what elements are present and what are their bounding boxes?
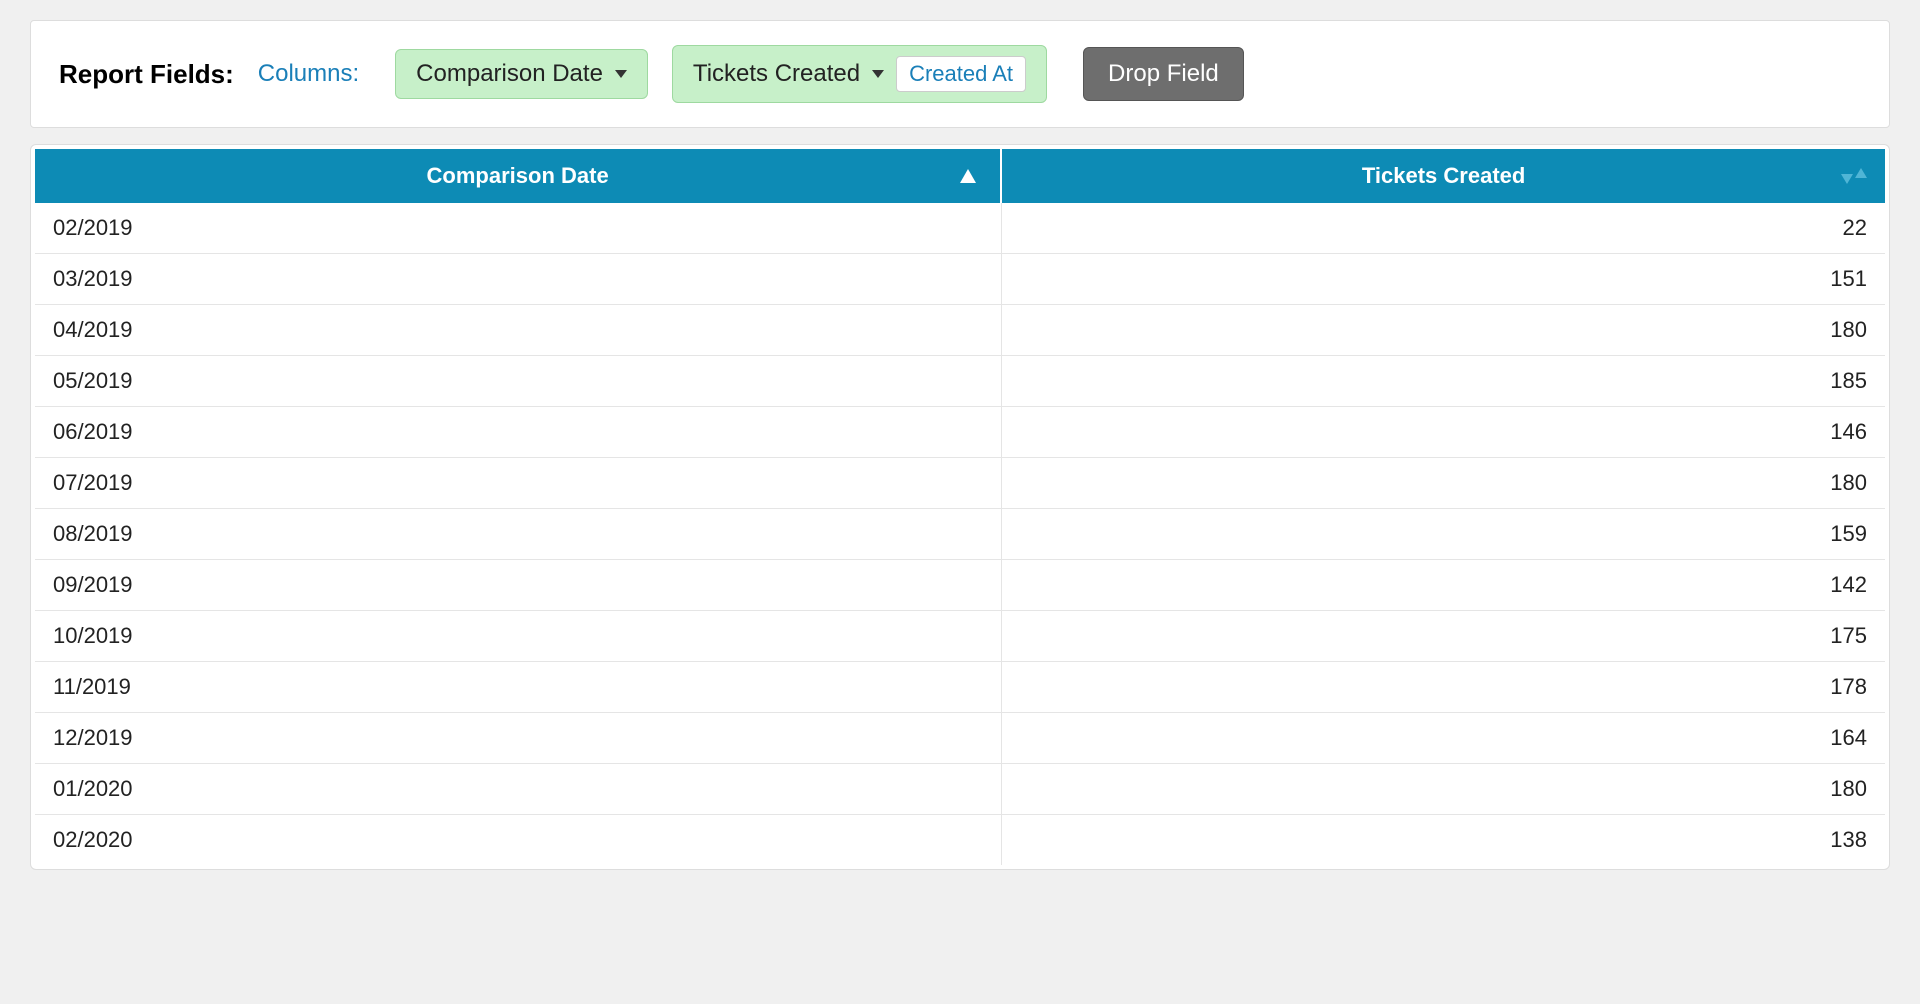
table-row: 10/2019175 — [35, 611, 1885, 662]
field-chip-tickets-created[interactable]: Tickets Created Created At — [672, 45, 1047, 103]
cell-tickets-created: 146 — [1001, 407, 1885, 458]
chevron-down-icon — [615, 70, 627, 78]
cell-comparison-date: 07/2019 — [35, 458, 1001, 509]
cell-tickets-created: 138 — [1001, 815, 1885, 866]
cell-comparison-date: 02/2019 — [35, 203, 1001, 254]
cell-comparison-date: 08/2019 — [35, 509, 1001, 560]
cell-comparison-date: 03/2019 — [35, 254, 1001, 305]
table-row: 02/201922 — [35, 203, 1885, 254]
table-row: 06/2019146 — [35, 407, 1885, 458]
cell-tickets-created: 142 — [1001, 560, 1885, 611]
cell-tickets-created: 175 — [1001, 611, 1885, 662]
table-row: 01/2020180 — [35, 764, 1885, 815]
cell-comparison-date: 06/2019 — [35, 407, 1001, 458]
cell-comparison-date: 01/2020 — [35, 764, 1001, 815]
cell-tickets-created: 180 — [1001, 305, 1885, 356]
cell-tickets-created: 178 — [1001, 662, 1885, 713]
cell-comparison-date: 02/2020 — [35, 815, 1001, 866]
cell-comparison-date: 11/2019 — [35, 662, 1001, 713]
table-row: 07/2019180 — [35, 458, 1885, 509]
cell-comparison-date: 10/2019 — [35, 611, 1001, 662]
cell-comparison-date: 04/2019 — [35, 305, 1001, 356]
chevron-down-icon — [872, 70, 884, 78]
cell-comparison-date: 12/2019 — [35, 713, 1001, 764]
table-row: 12/2019164 — [35, 713, 1885, 764]
report-table-container: Comparison Date Tickets Created 02/20192… — [30, 144, 1890, 870]
table-row: 02/2020138 — [35, 815, 1885, 866]
table-row: 11/2019178 — [35, 662, 1885, 713]
table-row: 08/2019159 — [35, 509, 1885, 560]
report-fields-label: Report Fields: — [59, 59, 234, 90]
column-header-label: Tickets Created — [1362, 163, 1525, 188]
cell-tickets-created: 180 — [1001, 764, 1885, 815]
field-chip-label: Comparison Date — [416, 60, 603, 88]
table-row: 05/2019185 — [35, 356, 1885, 407]
field-chip-comparison-date[interactable]: Comparison Date — [395, 49, 648, 99]
column-header-label: Comparison Date — [427, 163, 609, 188]
report-fields-bar: Report Fields: Columns: Comparison Date … — [30, 20, 1890, 128]
cell-tickets-created: 22 — [1001, 203, 1885, 254]
columns-label: Columns: — [258, 60, 359, 88]
field-sub-chip-created-at[interactable]: Created At — [896, 56, 1026, 92]
cell-tickets-created: 164 — [1001, 713, 1885, 764]
table-row: 04/2019180 — [35, 305, 1885, 356]
cell-tickets-created: 159 — [1001, 509, 1885, 560]
table-row: 03/2019151 — [35, 254, 1885, 305]
table-row: 09/2019142 — [35, 560, 1885, 611]
report-table: Comparison Date Tickets Created 02/20192… — [35, 149, 1885, 865]
cell-tickets-created: 185 — [1001, 356, 1885, 407]
cell-tickets-created: 151 — [1001, 254, 1885, 305]
column-header-comparison-date[interactable]: Comparison Date — [35, 149, 1001, 203]
cell-comparison-date: 09/2019 — [35, 560, 1001, 611]
sort-asc-icon — [960, 169, 976, 183]
cell-tickets-created: 180 — [1001, 458, 1885, 509]
cell-comparison-date: 05/2019 — [35, 356, 1001, 407]
field-chip-label: Tickets Created — [693, 60, 860, 88]
sort-icon — [1841, 168, 1867, 184]
column-header-tickets-created[interactable]: Tickets Created — [1001, 149, 1885, 203]
drop-field-button[interactable]: Drop Field — [1083, 47, 1244, 101]
